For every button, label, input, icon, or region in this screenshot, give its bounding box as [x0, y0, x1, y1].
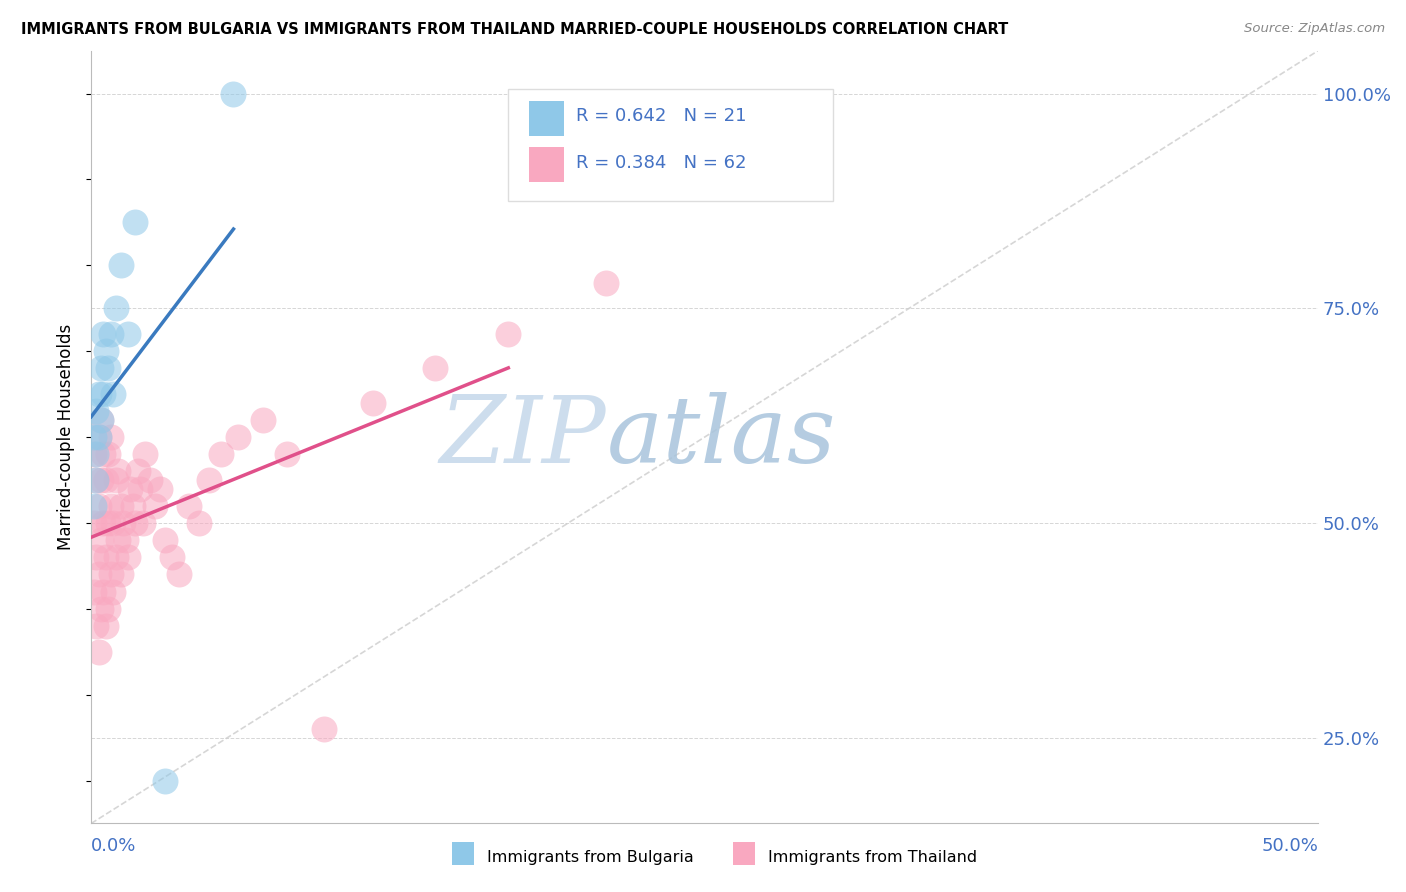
Point: [139, 473, 162, 487]
Point: [97, 516, 120, 530]
Point: [134, 447, 156, 461]
Point: [363, 395, 385, 409]
Text: Source: ZipAtlas.com: Source: ZipAtlas.com: [1244, 22, 1385, 36]
Point: [84, 404, 107, 418]
Point: [314, 722, 336, 736]
Point: [87, 430, 110, 444]
Point: [188, 516, 211, 530]
Point: [423, 361, 446, 376]
Point: [94, 550, 117, 565]
FancyBboxPatch shape: [509, 89, 834, 202]
Point: [93, 387, 115, 401]
Point: [84, 619, 107, 633]
Point: [103, 516, 125, 530]
Point: [228, 430, 250, 444]
Point: [83, 584, 105, 599]
Point: [252, 413, 274, 427]
Point: [93, 447, 115, 461]
Point: [97, 361, 120, 376]
Bar: [529, 147, 564, 182]
Point: [90, 413, 112, 427]
Point: [114, 533, 136, 548]
Point: [84, 473, 107, 487]
Point: [110, 258, 132, 272]
Point: [90, 361, 112, 376]
Text: atlas: atlas: [606, 392, 837, 482]
Text: Immigrants from Thailand: Immigrants from Thailand: [768, 850, 977, 865]
Point: [131, 516, 153, 530]
Point: [276, 447, 298, 461]
Point: [595, 276, 617, 290]
Point: [129, 482, 152, 496]
Point: [149, 482, 172, 496]
Point: [84, 447, 107, 461]
Point: [90, 473, 112, 487]
Point: [122, 499, 145, 513]
Point: [169, 567, 191, 582]
Bar: [529, 101, 564, 136]
Point: [87, 567, 110, 582]
Point: [104, 550, 127, 565]
Point: [107, 465, 129, 479]
Point: [87, 499, 110, 513]
Point: [97, 602, 120, 616]
Point: [100, 567, 122, 582]
Text: 50.0%: 50.0%: [1261, 837, 1319, 855]
Point: [94, 473, 117, 487]
Point: [84, 550, 107, 565]
Point: [143, 499, 166, 513]
Point: [87, 645, 110, 659]
Point: [110, 567, 132, 582]
Point: [179, 499, 201, 513]
Point: [120, 482, 142, 496]
Point: [100, 430, 122, 444]
Point: [100, 499, 122, 513]
Point: [498, 326, 520, 341]
Point: [153, 773, 176, 788]
Point: [83, 516, 105, 530]
Point: [100, 326, 122, 341]
Point: [198, 473, 221, 487]
Point: [84, 473, 107, 487]
Text: IMMIGRANTS FROM BULGARIA VS IMMIGRANTS FROM THAILAND MARRIED-COUPLE HOUSEHOLDS C: IMMIGRANTS FROM BULGARIA VS IMMIGRANTS F…: [21, 22, 1008, 37]
Point: [107, 533, 129, 548]
Point: [97, 447, 120, 461]
Point: [103, 584, 125, 599]
Point: [93, 584, 115, 599]
Point: [209, 447, 232, 461]
Point: [94, 619, 117, 633]
Point: [124, 215, 146, 229]
Point: [112, 516, 135, 530]
Point: [222, 87, 245, 101]
Point: [90, 533, 112, 548]
Text: R = 0.384   N = 62: R = 0.384 N = 62: [576, 153, 747, 172]
Point: [160, 550, 183, 565]
Point: [117, 550, 139, 565]
Point: [127, 465, 149, 479]
Point: [83, 447, 105, 461]
Text: R = 0.642   N = 21: R = 0.642 N = 21: [576, 107, 747, 126]
Point: [153, 533, 176, 548]
Point: [93, 326, 115, 341]
Text: Immigrants from Bulgaria: Immigrants from Bulgaria: [486, 850, 693, 865]
Point: [104, 301, 127, 316]
Point: [110, 499, 132, 513]
Y-axis label: Married-couple Households: Married-couple Households: [58, 324, 75, 550]
Point: [90, 602, 112, 616]
Text: ZIP: ZIP: [440, 392, 606, 482]
Point: [83, 430, 105, 444]
Point: [93, 516, 115, 530]
Text: 0.0%: 0.0%: [91, 837, 136, 855]
Point: [124, 516, 146, 530]
Point: [83, 499, 105, 513]
Point: [94, 344, 117, 359]
Point: [87, 430, 110, 444]
Point: [90, 413, 112, 427]
Point: [104, 473, 127, 487]
Point: [103, 387, 125, 401]
Point: [117, 326, 139, 341]
Point: [87, 387, 110, 401]
